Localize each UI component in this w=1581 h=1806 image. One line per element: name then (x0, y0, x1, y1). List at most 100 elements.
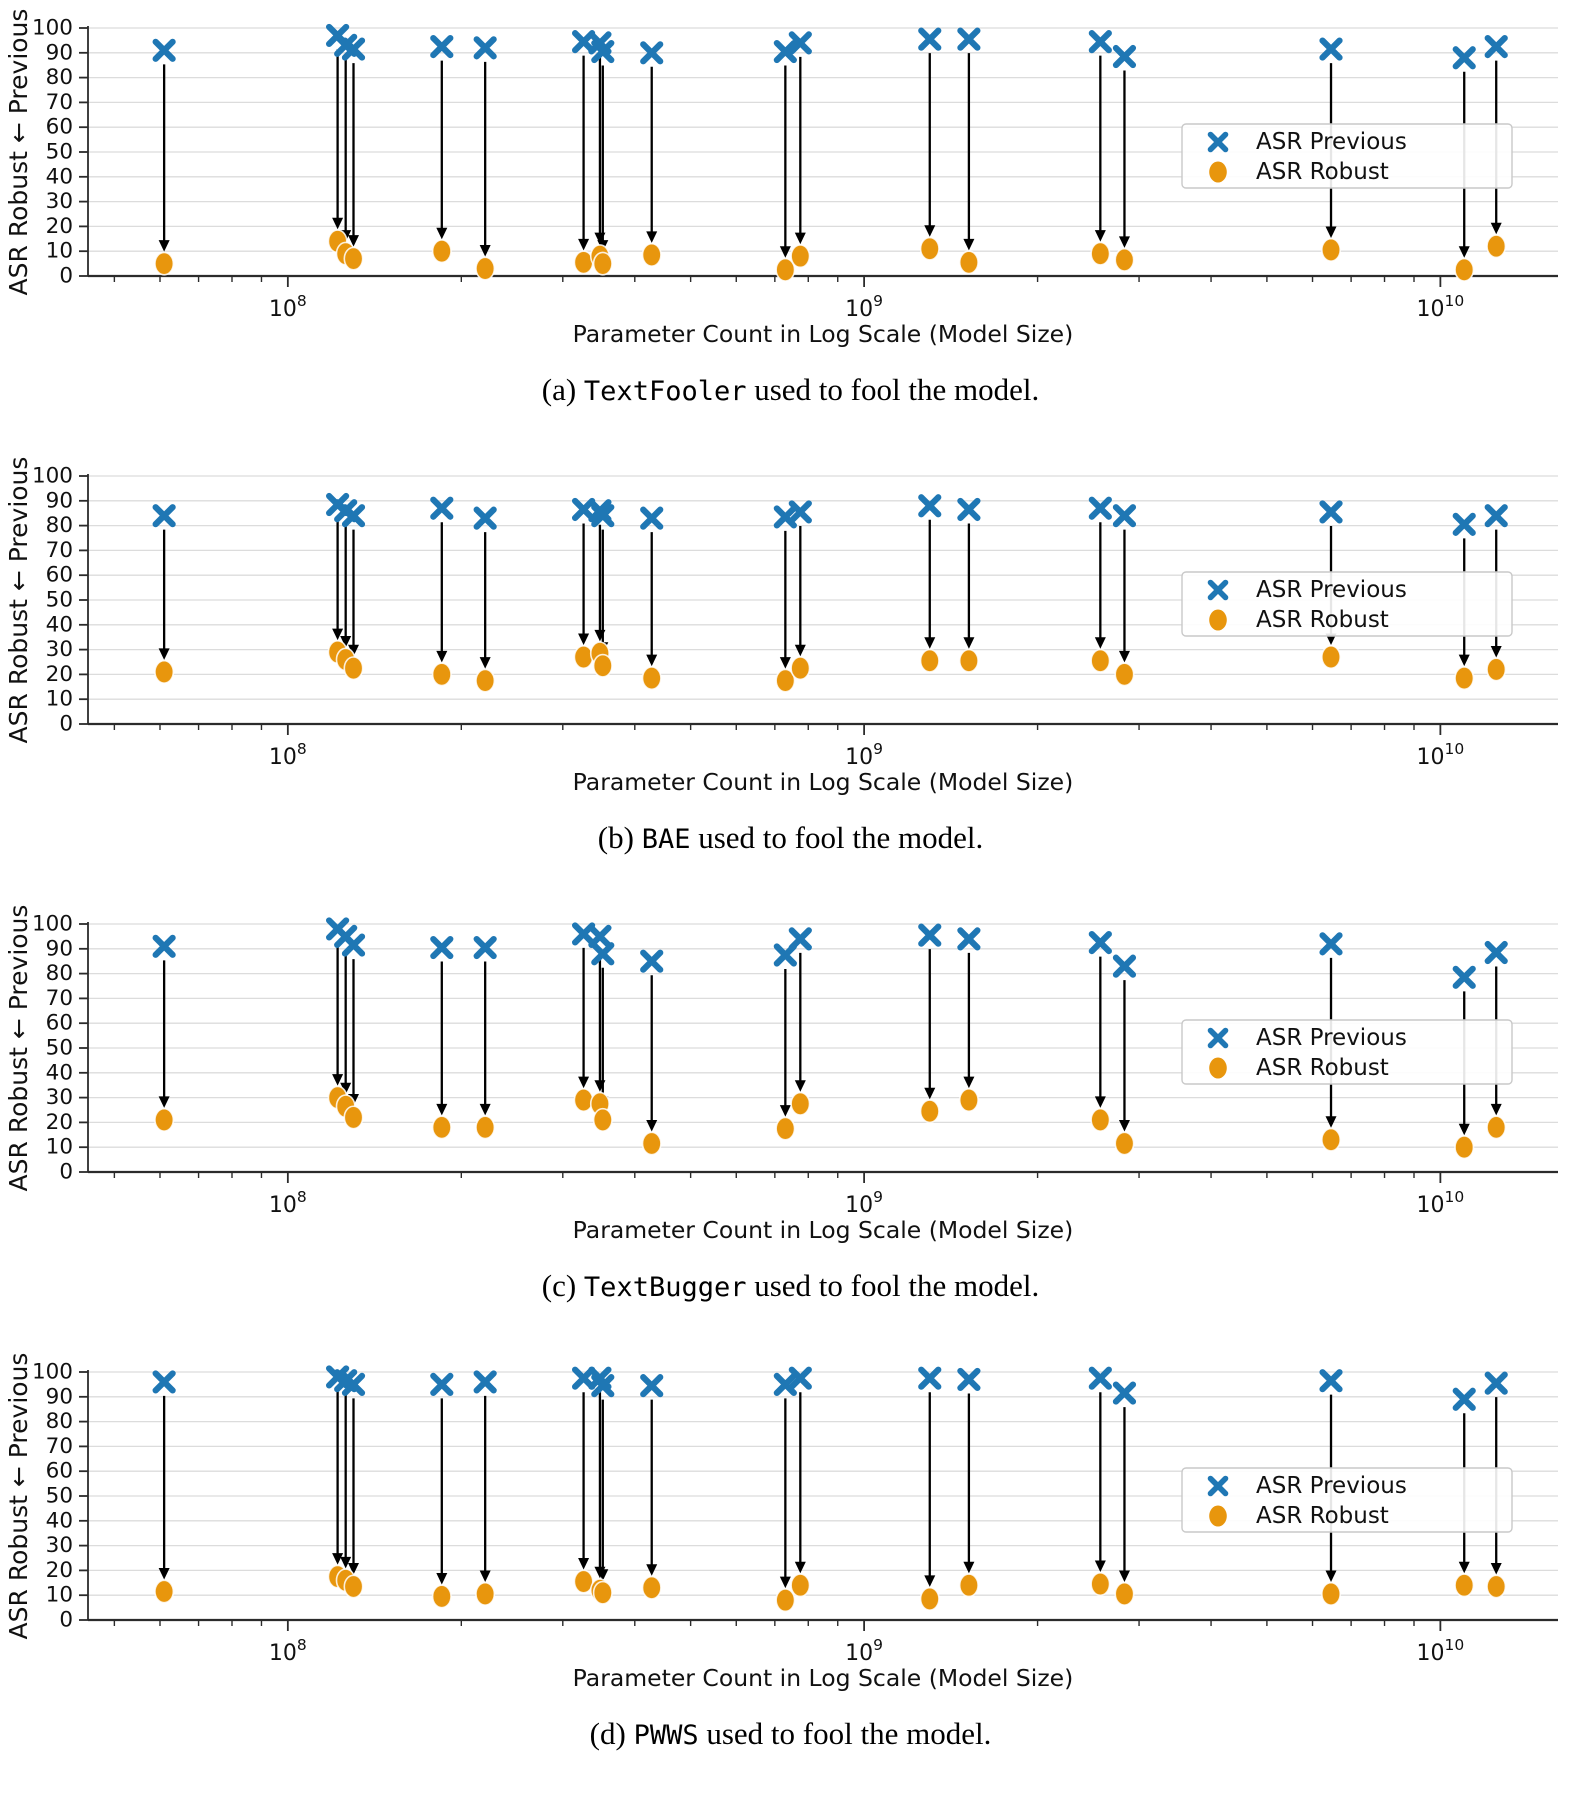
y-tick-label: 40 (46, 612, 73, 637)
arrowhead-icon (436, 227, 448, 240)
robust-circle-icon (431, 662, 452, 687)
previous-x-icon (571, 1366, 596, 1390)
robust-circle-icon (573, 1569, 594, 1594)
caption-index: (d) (589, 1716, 626, 1751)
caption-attack-name: PWWS (633, 1720, 699, 1751)
previous-x-icon (341, 1372, 366, 1396)
previous-x-icon (640, 949, 664, 973)
x-tick-label: 109 (845, 1636, 883, 1666)
previous-x-icon (152, 934, 176, 958)
previous-x-icon (591, 39, 615, 64)
arrowhead-icon (340, 636, 352, 648)
y-tick-label: 80 (46, 65, 73, 90)
chart-block-d: 0 10 20 30 40 50 60 70 80 90 100 108 109 1010 Paramete… (0, 1350, 1581, 1752)
arrowhead-icon (924, 225, 936, 237)
legend-circle-icon (1209, 1057, 1227, 1079)
arrowhead-icon (348, 1563, 360, 1575)
arrowhead-icon (1118, 1570, 1130, 1582)
chart-b-caption: (b) BAE used to fool the model. (0, 820, 1581, 856)
y-tick-label: 60 (46, 1011, 73, 1036)
x-axis-label: Parameter Count in Log Scale (Model Size… (573, 1664, 1074, 1692)
arrowhead-icon (479, 1570, 491, 1582)
previous-x-icon (918, 27, 942, 51)
previous-x-icon (957, 1367, 981, 1392)
arrowhead-icon (794, 644, 806, 657)
robust-circle-icon (641, 242, 662, 267)
y-tick-label: 0 (59, 264, 73, 289)
arrowhead-icon (578, 633, 590, 646)
previous-x-icon (1112, 1381, 1137, 1405)
y-tick-label: 70 (46, 90, 73, 115)
robust-circle-icon (790, 1573, 811, 1598)
robust-circle-icon (1486, 1115, 1507, 1140)
robust-circle-icon (790, 244, 811, 269)
previous-x-icon (1112, 954, 1137, 978)
robust-circle-icon (1114, 247, 1135, 272)
y-tick-label: 30 (46, 1085, 73, 1110)
arrowhead-icon (1094, 1096, 1106, 1108)
robust-circle-icon (592, 653, 613, 678)
robust-circle-icon (775, 1588, 796, 1613)
robust-circle-icon (919, 236, 940, 261)
previous-x-icon (1088, 1366, 1112, 1390)
arrowhead-icon (578, 1558, 590, 1570)
y-tick-label: 10 (46, 1583, 73, 1608)
previous-x-icon (152, 504, 176, 528)
robust-circle-icon (919, 1586, 940, 1611)
y-tick-label: 20 (46, 1558, 73, 1583)
robust-circle-icon (790, 1091, 811, 1116)
robust-markers (154, 1564, 1507, 1613)
legend-label-robust: ASR Robust (1256, 159, 1389, 185)
robust-circle-icon (641, 1575, 662, 1600)
previous-x-icon (591, 504, 615, 528)
arrowhead-icon (348, 644, 360, 657)
y-tick-label: 80 (46, 1409, 73, 1434)
arrowhead-icon (1094, 1560, 1106, 1573)
robust-circle-icon (1090, 1107, 1111, 1132)
arrowhead-icon (1325, 226, 1337, 238)
arrowhead-icon (479, 245, 491, 257)
arrowhead-icon (963, 1561, 975, 1574)
robust-circle-icon (343, 246, 364, 271)
robust-circle-icon (475, 1115, 496, 1140)
previous-x-icon (1207, 579, 1229, 601)
y-tick-label: 70 (46, 986, 73, 1011)
arrowhead-icon (794, 232, 806, 245)
arrowhead-icon (779, 1105, 791, 1117)
arrowhead-icon (1490, 645, 1502, 658)
x-tick-label: 109 (845, 1188, 883, 1218)
robust-circle-icon (154, 1579, 175, 1604)
robust-circle-icon (592, 251, 613, 276)
y-tick-label: 0 (59, 1160, 73, 1185)
previous-x-icon (430, 35, 454, 59)
robust-circle-icon (1090, 648, 1111, 673)
y-tick-label: 20 (46, 1110, 73, 1135)
previous-x-icon (1484, 1371, 1508, 1395)
robust-circle-icon (154, 1107, 175, 1132)
robust-markers (154, 229, 1507, 282)
robust-circle-icon (1321, 237, 1342, 262)
arrowhead-icon (158, 240, 170, 252)
legend: ASR Previous ASR Robust (1181, 571, 1513, 637)
robust-circle-icon (592, 1107, 613, 1132)
arrowhead-icon (779, 657, 791, 669)
arrowhead-icon (332, 1074, 344, 1086)
legend: ASR Previous ASR Robust (1181, 1019, 1513, 1085)
arrowhead-icon (479, 657, 491, 669)
arrowhead-icon (924, 1575, 936, 1587)
y-axis-label: ASR Robust ← Previous (4, 1353, 33, 1640)
arrowhead-icon (646, 231, 658, 243)
robust-circle-icon (1454, 1573, 1475, 1598)
y-tick-label: 50 (46, 588, 73, 613)
previous-x-icon (1088, 30, 1112, 54)
caption-text: used to fool the model. (754, 372, 1040, 407)
previous-x-icon (1484, 504, 1508, 528)
y-tick-label: 30 (46, 1533, 73, 1558)
arrowhead-icon (963, 1076, 975, 1089)
previous-x-icon (1112, 44, 1137, 69)
arrowhead-icon (1490, 222, 1502, 235)
arrowhead-icon (779, 246, 791, 258)
chart-block-b: 0 10 20 30 40 50 60 70 80 90 100 108 109 1010 Paramete… (0, 454, 1581, 856)
